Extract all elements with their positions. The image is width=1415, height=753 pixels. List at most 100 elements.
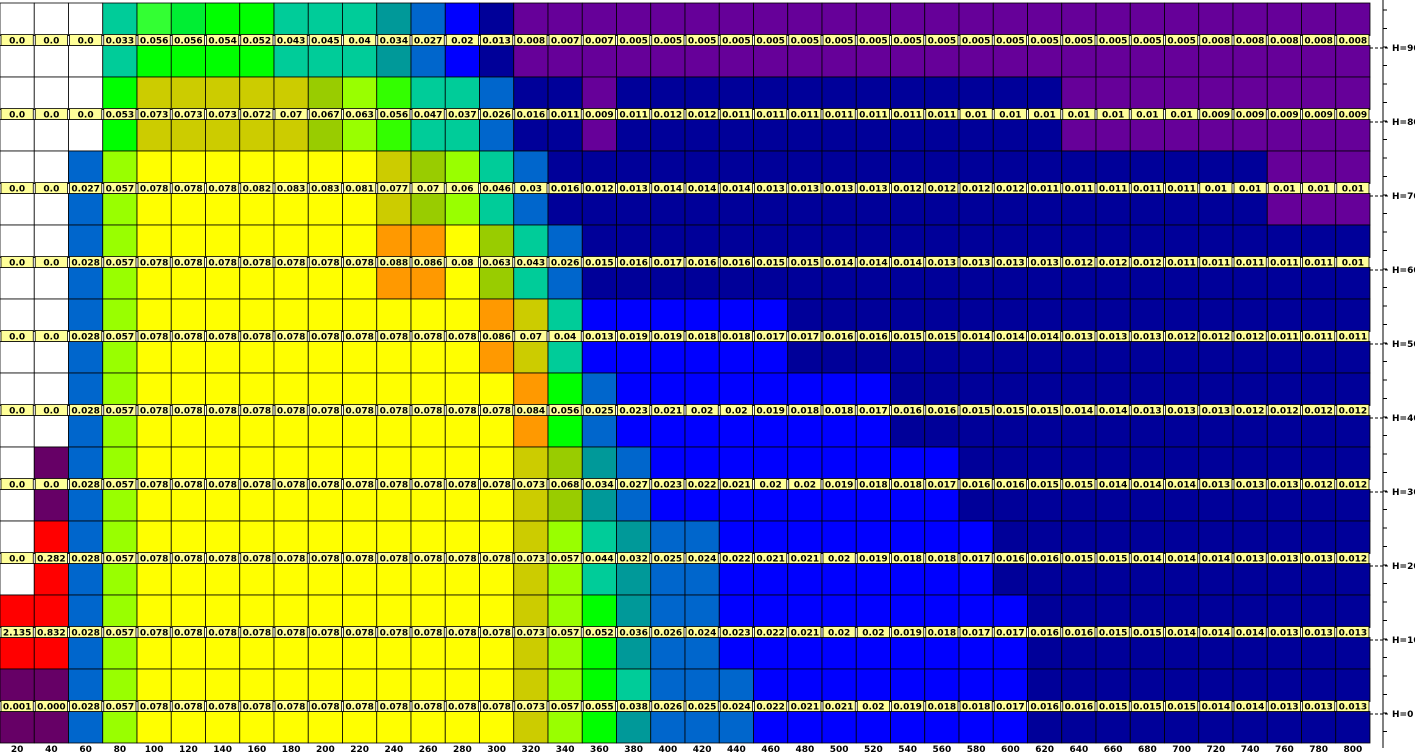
heatmap-cell <box>718 594 754 628</box>
value-label: 0.078 <box>140 703 168 713</box>
value-label: 0.01 <box>1308 185 1330 195</box>
heatmap-cell <box>1335 267 1371 300</box>
heatmap-cell <box>205 637 241 670</box>
heatmap-cell <box>855 2 891 36</box>
value-label-box <box>445 552 479 564</box>
heatmap-cell <box>342 563 378 596</box>
value-label-box <box>685 34 719 46</box>
value-label-box <box>377 34 411 46</box>
heatmap-cell <box>992 224 1028 258</box>
value-label-box <box>480 552 514 564</box>
value-label-box <box>1302 182 1336 194</box>
value-label-box <box>445 700 479 712</box>
heatmap-cell <box>581 489 617 522</box>
value-label-box <box>856 478 890 490</box>
heatmap-cell <box>273 637 309 670</box>
value-label-box <box>274 182 308 194</box>
value-label-box <box>651 404 685 416</box>
heatmap-cell <box>890 446 926 480</box>
value-label: 0.078 <box>345 259 373 269</box>
value-label-box <box>171 626 205 638</box>
value-label: 0.078 <box>243 555 271 565</box>
value-label-box <box>1233 552 1267 564</box>
heatmap-cell <box>684 341 720 374</box>
heatmap-cell <box>1129 372 1165 406</box>
value-label-box <box>206 34 240 46</box>
value-label: 0.0 <box>43 407 59 417</box>
heatmap-cell <box>1164 489 1200 522</box>
value-label-box <box>274 478 308 490</box>
heatmap-cell <box>1198 446 1234 480</box>
heatmap-cell <box>170 489 206 522</box>
value-label: 0.013 <box>1133 333 1161 343</box>
value-label-box <box>1028 700 1062 712</box>
value-label: 0.02 <box>451 37 473 47</box>
value-label: 0.078 <box>448 407 476 417</box>
heatmap-cell <box>136 637 172 670</box>
heatmap-cell <box>992 2 1028 36</box>
value-label-box <box>514 108 548 120</box>
heatmap-cell <box>479 372 515 406</box>
value-label: 0.078 <box>208 407 236 417</box>
value-label: 0.017 <box>928 481 956 491</box>
value-label: 0.011 <box>825 111 853 121</box>
value-label-box <box>548 256 582 268</box>
heatmap-cell <box>890 119 926 152</box>
heatmap-cell <box>924 668 960 702</box>
x-tick-label: 780 <box>1309 745 1328 753</box>
value-label: 0.016 <box>1030 629 1058 639</box>
value-label: 0.053 <box>106 111 134 121</box>
value-label-box <box>719 182 753 194</box>
value-label-box <box>103 182 137 194</box>
heatmap-cells <box>0 2 1371 744</box>
heatmap-cell <box>787 563 823 596</box>
heatmap-cell <box>547 563 583 596</box>
heatmap-cell <box>1095 150 1131 184</box>
heatmap-cell <box>376 267 412 300</box>
value-label-box <box>1165 478 1199 490</box>
heatmap-cell <box>513 298 549 332</box>
value-label-box <box>617 626 651 638</box>
heatmap-cell <box>1335 563 1371 596</box>
value-label-box <box>1302 626 1336 638</box>
heatmap-cell <box>444 668 480 702</box>
bottom-axis: 20 40 60 80 100 120 140 160 180 200 220 240 260 280 30… <box>11 745 1362 753</box>
heatmap-cell <box>1232 563 1268 596</box>
heatmap-cell <box>1335 150 1371 184</box>
value-label: 0.017 <box>996 703 1024 713</box>
value-label: 0.078 <box>174 481 202 491</box>
value-label-box <box>480 34 514 46</box>
heatmap-cell <box>547 2 583 36</box>
heatmap-cell <box>821 446 857 480</box>
value-label: 0.055 <box>585 703 613 713</box>
heatmap-cell <box>136 2 172 36</box>
heatmap-cell <box>1061 150 1097 184</box>
heatmap-cell <box>787 415 823 448</box>
heatmap-cell <box>342 2 378 36</box>
heatmap-cell <box>616 45 652 78</box>
heatmap-cell <box>307 45 343 78</box>
heatmap-cell <box>342 76 378 110</box>
value-label: 0.078 <box>243 407 271 417</box>
value-label-box <box>69 182 103 194</box>
heatmap-cell <box>1164 372 1200 406</box>
heatmap-cell <box>68 193 104 226</box>
x-tick-label: 60 <box>79 745 92 753</box>
heatmap-cell <box>1164 446 1200 480</box>
value-label-box <box>548 108 582 120</box>
heatmap-cell <box>753 711 789 744</box>
heatmap-cell <box>479 298 515 332</box>
value-label-box <box>1267 404 1301 416</box>
heatmap-cell <box>890 563 926 596</box>
value-label-box <box>445 182 479 194</box>
value-label: 0.067 <box>311 111 339 121</box>
value-label: 0.01 <box>999 111 1021 121</box>
value-label: 0.021 <box>654 407 682 417</box>
value-label: 0.021 <box>791 555 819 565</box>
heatmap-cell <box>581 298 617 332</box>
heatmap-cell <box>1266 594 1302 628</box>
heatmap-cell <box>684 668 720 702</box>
heatmap-cell <box>890 267 926 300</box>
value-label-box <box>343 256 377 268</box>
heatmap-cell <box>616 594 652 628</box>
